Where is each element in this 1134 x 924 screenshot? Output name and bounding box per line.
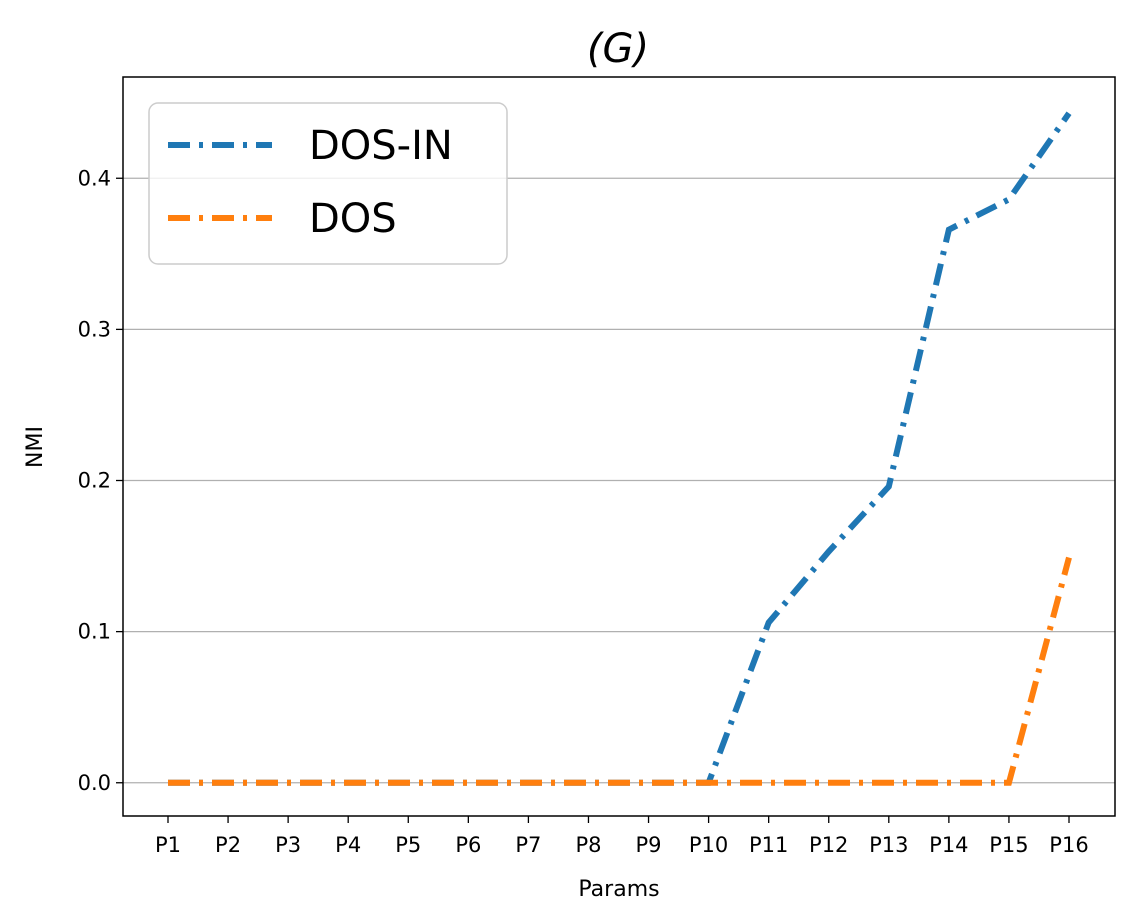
data-point xyxy=(888,782,889,783)
x-tick-label: P6 xyxy=(455,833,481,857)
x-tick-label: P1 xyxy=(155,833,181,857)
x-tick-label: P16 xyxy=(1049,833,1088,857)
series-line-2 xyxy=(168,556,1072,786)
x-tick-label: P4 xyxy=(335,833,361,857)
legend-label-2: DOS xyxy=(309,196,397,242)
data-point xyxy=(1069,113,1070,114)
data-point xyxy=(948,229,949,230)
data-point xyxy=(468,782,469,783)
x-tick-label: P15 xyxy=(989,833,1028,857)
data-point xyxy=(768,782,769,783)
data-point xyxy=(288,782,289,783)
x-tick-label: P13 xyxy=(869,833,908,857)
data-point xyxy=(228,782,229,783)
data-point xyxy=(528,782,529,783)
data-point xyxy=(1069,557,1070,558)
x-tick-label: P2 xyxy=(215,833,241,857)
grid-lines xyxy=(123,177,1115,784)
data-point xyxy=(1008,199,1009,200)
data-point xyxy=(948,782,949,783)
x-tick-label: P10 xyxy=(689,833,728,857)
data-point xyxy=(828,782,829,783)
x-tick-label: P14 xyxy=(929,833,968,857)
x-tick-label: P12 xyxy=(809,833,848,857)
legend-label-1: DOS-IN xyxy=(309,123,453,169)
x-tick-label: P3 xyxy=(275,833,301,857)
axes-frame xyxy=(122,76,1116,817)
y-tick-label: 0.2 xyxy=(78,469,111,493)
y-axis-label: NMI xyxy=(23,426,48,468)
data-point xyxy=(348,782,349,783)
data-point xyxy=(1008,782,1009,783)
data-point xyxy=(828,551,829,552)
data-point xyxy=(888,486,889,487)
data-point xyxy=(768,622,769,623)
y-axis-ticks: 0.0 0.1 0.2 0.3 0.4 xyxy=(78,166,123,795)
y-tick-label: 0.4 xyxy=(78,166,111,190)
x-tick-label: P7 xyxy=(515,833,541,857)
x-tick-label: P8 xyxy=(575,833,601,857)
x-tick-label: P5 xyxy=(395,833,421,857)
y-tick-label: 0.3 xyxy=(78,317,111,341)
x-tick-label: P9 xyxy=(636,833,662,857)
data-point xyxy=(408,782,409,783)
x-tick-label: P11 xyxy=(749,833,788,857)
y-tick-label: 0.1 xyxy=(78,620,111,644)
x-axis-label: Params xyxy=(578,877,659,902)
x-axis-ticks: P1 P2 P3 P4 P5 P6 P7 P8 P9 P10 P11 P12 P13 P14 P15 P16 xyxy=(155,816,1089,857)
y-tick-label: 0.0 xyxy=(78,771,111,795)
data-point xyxy=(708,782,709,783)
data-point xyxy=(648,782,649,783)
legend: DOS-IN DOS xyxy=(148,102,508,265)
chart-title: (G) xyxy=(587,26,649,72)
legend-frame xyxy=(148,102,508,265)
data-point xyxy=(168,782,169,783)
series-layer xyxy=(168,111,1072,786)
data-point xyxy=(588,782,589,783)
